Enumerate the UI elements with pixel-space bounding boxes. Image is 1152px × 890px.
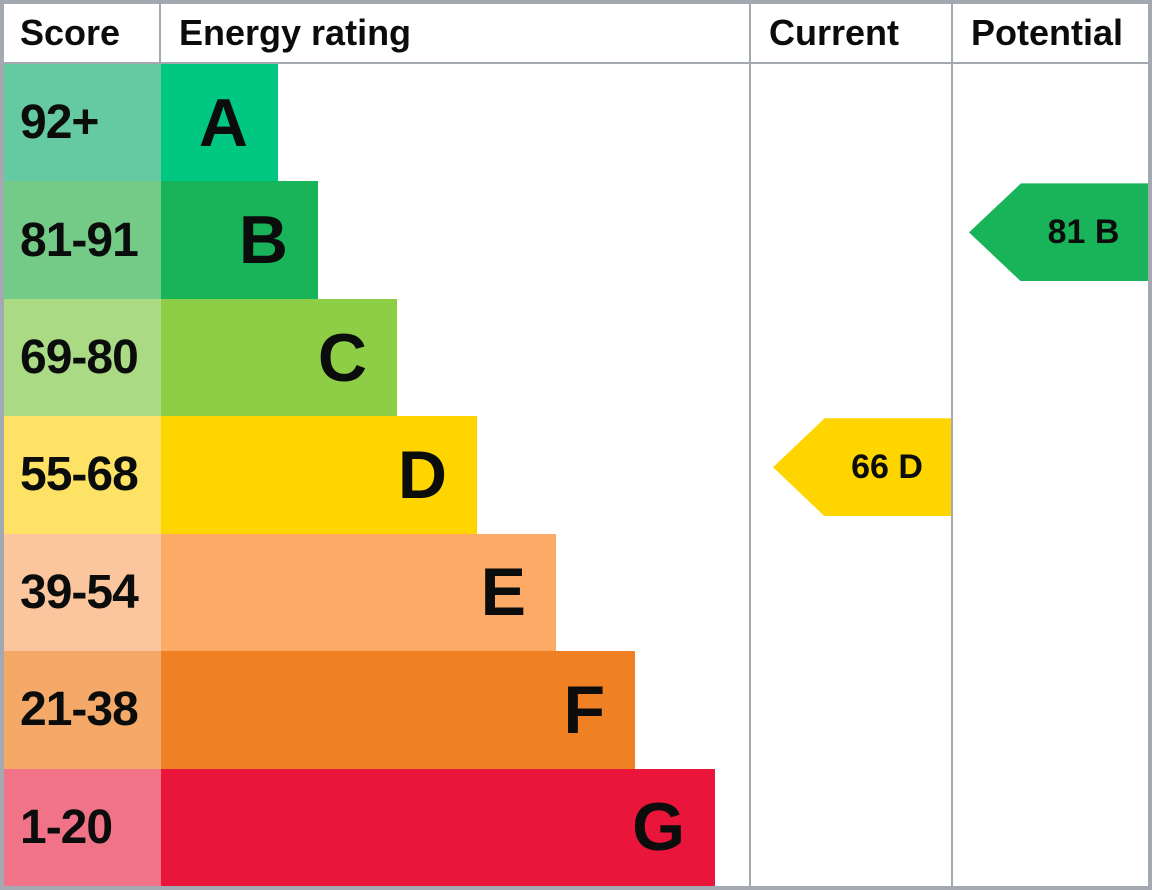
- rating-bar-e: E: [161, 533, 556, 652]
- potential-rating-arrow: 81 B: [969, 183, 1148, 282]
- band-row-g: 1-20 G: [4, 768, 749, 886]
- score-range-f: 21-38: [4, 651, 161, 769]
- score-column-header: Score: [4, 4, 161, 62]
- header-row: Score Energy rating: [4, 4, 749, 64]
- potential-slot-b: 81 B: [953, 181, 1148, 298]
- rating-bar-a: A: [161, 64, 278, 182]
- potential-column-header: Potential: [971, 12, 1124, 53]
- potential-slot-f: [953, 651, 1148, 768]
- current-header-row: Current: [751, 4, 951, 64]
- current-rating-arrow: 66 D: [773, 418, 951, 517]
- rating-bar-c: C: [161, 298, 397, 417]
- potential-slot-g: [953, 769, 1148, 886]
- column-divider-potential: [951, 4, 953, 886]
- potential-slot-c: [953, 299, 1148, 416]
- potential-header-row: Potential: [953, 4, 1148, 64]
- band-rows: 92+ A 81-91 B 69-80 C 55-68 D 39-54 E 21-38 F 1-20 G: [4, 64, 749, 886]
- current-slot-g: [751, 769, 951, 886]
- score-range-b: 81-91: [4, 181, 161, 299]
- current-slot-f: [751, 651, 951, 768]
- band-row-b: 81-91 B: [4, 181, 749, 299]
- potential-column: Potential 81 B: [953, 4, 1148, 886]
- rating-bar-d: D: [161, 416, 477, 534]
- band-row-e: 39-54 E: [4, 533, 749, 652]
- rating-bar-f: F: [161, 651, 635, 769]
- current-slot-c: [751, 299, 951, 416]
- current-slot-b: [751, 181, 951, 298]
- rating-bar-g: G: [161, 768, 715, 886]
- current-slot-e: [751, 534, 951, 651]
- band-row-d: 55-68 D: [4, 416, 749, 534]
- band-row-f: 21-38 F: [4, 651, 749, 769]
- current-column-header: Current: [769, 12, 900, 53]
- score-range-e: 39-54: [4, 533, 161, 652]
- current-column: Current 66 D: [751, 4, 951, 886]
- score-range-a: 92+: [4, 64, 161, 182]
- score-range-c: 69-80: [4, 298, 161, 417]
- potential-slots: 81 B: [953, 64, 1148, 886]
- column-divider-current: [749, 4, 751, 886]
- energy-rating-column-header: Energy rating: [179, 12, 412, 53]
- current-slots: 66 D: [751, 64, 951, 886]
- potential-slot-d: [953, 416, 1148, 533]
- score-range-g: 1-20: [4, 768, 161, 886]
- rating-bar-b: B: [161, 181, 318, 299]
- current-slot-a: [751, 64, 951, 181]
- potential-slot-a: [953, 64, 1148, 181]
- energy-rating-column: Score Energy rating 92+ A 81-91 B 69-80 C 55-6…: [4, 4, 749, 886]
- potential-slot-e: [953, 534, 1148, 651]
- score-range-d: 55-68: [4, 416, 161, 534]
- band-row-c: 69-80 C: [4, 298, 749, 417]
- current-slot-d: 66 D: [751, 416, 951, 533]
- band-row-a: 92+ A: [4, 64, 749, 182]
